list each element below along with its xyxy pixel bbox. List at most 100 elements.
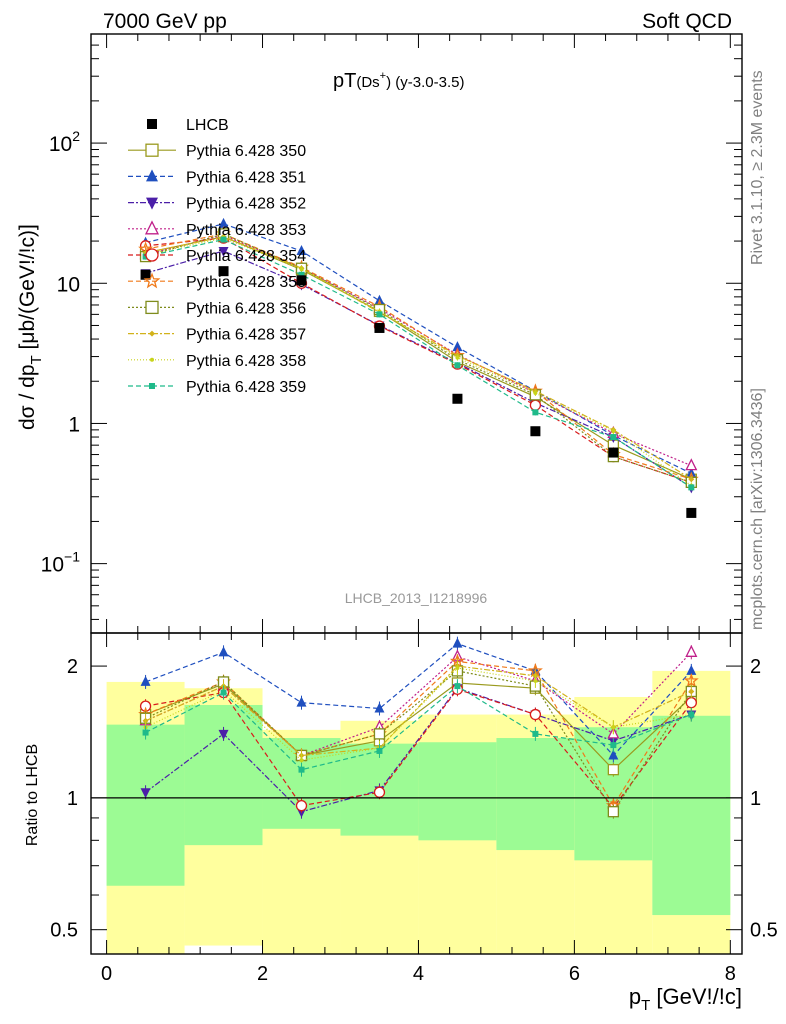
ratio-series-point-1 [374, 702, 385, 713]
legend-marker-2 [146, 197, 158, 210]
mcplots-label: mcplots.cern.ch [arXiv:1306.3436] [749, 388, 766, 630]
ratio-series-point-8 [455, 665, 460, 670]
ratio-series-point-9 [610, 742, 617, 749]
data-point [608, 447, 619, 458]
main-series-point-9 [454, 362, 461, 369]
ratio-series-point-4 [295, 799, 308, 812]
legend-label-0: Pythia 6.428 350 [186, 143, 306, 160]
ratio-series-point-9 [298, 766, 305, 773]
main-series-point-8 [533, 390, 538, 395]
legend-label-1: Pythia 6.428 351 [186, 169, 306, 186]
ratio-y-tick-label-left: 0.5 [50, 920, 78, 942]
y-tick-label: 10 [57, 273, 80, 296]
legend-label-2: Pythia 6.428 352 [186, 196, 306, 213]
y-tick-exponent: 2 [72, 128, 80, 144]
ratio-series-point-5 [683, 673, 699, 688]
legend-marker-0 [145, 143, 159, 157]
main-series-line-8 [145, 237, 692, 487]
ratio-y-tick-label-left: 1 [67, 788, 78, 810]
ratio-series-point-4 [373, 786, 386, 798]
ratio-series-point-8 [533, 678, 538, 683]
ratio-series-point-1 [686, 664, 697, 675]
ratio-series-line-2 [145, 687, 692, 813]
band-inner-bin [496, 738, 575, 851]
ratio-series-point-7 [688, 688, 695, 695]
main-data-points [140, 266, 697, 518]
band-inner-bin [418, 742, 497, 841]
band-inner-bin [652, 715, 731, 916]
x-tick-label: 4 [413, 963, 424, 985]
ratio-series-point-1 [608, 749, 619, 760]
legend-marker-7 [149, 330, 155, 337]
data-point [296, 275, 307, 286]
legend-label-4: Pythia 6.428 354 [186, 248, 306, 265]
ratio-series-point-6 [373, 728, 386, 740]
legend-label-9: Pythia 6.428 359 [186, 379, 306, 396]
main-series-line-1 [145, 223, 692, 474]
y-tick-base: 10 [41, 554, 64, 577]
main-series-point-9 [532, 409, 539, 416]
data-point [530, 426, 541, 437]
analysis-watermark: LHCB_2013_I1218996 [345, 590, 488, 606]
ratio-series-point-1 [296, 696, 307, 707]
ratio-series-line-6 [145, 670, 692, 813]
main-series-point-9 [298, 271, 305, 278]
ratio-y-tick-label-right: 0.5 [750, 920, 778, 942]
legend-label-5: Pythia 6.428 355 [186, 274, 306, 291]
ratio-series-point-1 [140, 675, 151, 686]
ratio-series-point-1 [452, 637, 463, 648]
ratio-series-line-3 [145, 651, 692, 757]
legend-marker-5 [143, 272, 161, 289]
legend-marker-9 [149, 383, 155, 389]
legend-marker-6 [145, 300, 159, 315]
ratio-series-line-1 [145, 643, 692, 757]
ratio-series-point-9 [376, 747, 383, 754]
main-series-point-8 [299, 267, 304, 272]
main-series-line-5 [145, 233, 692, 480]
main-series-point-8 [455, 355, 460, 360]
ratio-series-point-8 [611, 725, 616, 730]
ratio-series-point-9 [532, 730, 539, 737]
data-point [218, 266, 229, 277]
main-series-point-7 [688, 476, 695, 483]
ratio-series-point-4 [529, 708, 542, 721]
header-left: 7000 GeV pp [103, 10, 227, 33]
main-series-point-1 [296, 244, 307, 255]
y-tick-label: 10−1 [41, 549, 81, 577]
y-tick-base: 1 [68, 413, 80, 436]
ratio-series-line-5 [145, 660, 692, 807]
data-point [374, 322, 385, 333]
x-tick-label: 8 [725, 963, 736, 985]
ratio-mc-curves [138, 636, 699, 819]
x-tick-label: 6 [569, 963, 580, 985]
ratio-series-point-9 [142, 729, 149, 736]
y-tick-label: 102 [49, 128, 80, 156]
ratio-series-point-2 [140, 788, 151, 799]
main-series-line-4 [145, 237, 692, 483]
band-inner-bin [184, 704, 263, 846]
main-series-line-9 [145, 238, 692, 488]
y-tick-exponent: −1 [64, 549, 80, 565]
ratio-series-point-3 [685, 644, 698, 657]
main-series-line-2 [145, 250, 692, 488]
x-axis-label: pT [GeV!/!c] [629, 984, 742, 1014]
main-y-axis-label: dσ / dpT [μb/(GeV!/!c)] [16, 224, 45, 430]
legend-marker-3 [144, 220, 160, 235]
data-point [140, 269, 151, 280]
legend-marker-4 [145, 248, 159, 262]
ratio-series-point-0 [607, 764, 620, 776]
data-point [686, 507, 697, 518]
main-series-point-2 [218, 246, 229, 257]
ratio-series-point-8 [299, 758, 304, 763]
main-series-point-9 [220, 236, 227, 243]
main-series-point-9 [610, 434, 617, 441]
ratio-series-line-4 [145, 688, 692, 809]
ratio-series-point-1 [218, 646, 229, 657]
y-tick-label: 1 [68, 413, 80, 436]
ratio-series-point-4 [685, 697, 697, 709]
ratio-series-point-9 [454, 683, 461, 690]
legend-marker-1 [146, 169, 158, 182]
x-tick-label: 2 [257, 963, 268, 985]
ratio-series-line-7 [145, 665, 692, 757]
